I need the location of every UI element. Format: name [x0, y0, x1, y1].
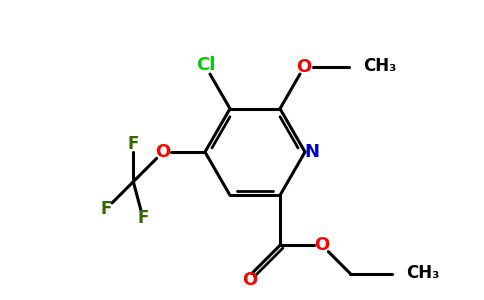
Text: N: N — [304, 143, 319, 161]
Text: O: O — [242, 271, 257, 289]
Text: F: F — [137, 209, 149, 227]
Text: O: O — [155, 143, 171, 161]
Text: O: O — [296, 58, 312, 76]
Text: F: F — [128, 135, 139, 153]
Text: CH₃: CH₃ — [406, 264, 439, 282]
Text: F: F — [101, 200, 112, 217]
Text: CH₃: CH₃ — [363, 57, 396, 75]
Text: O: O — [315, 236, 330, 254]
Text: Cl: Cl — [197, 56, 216, 74]
